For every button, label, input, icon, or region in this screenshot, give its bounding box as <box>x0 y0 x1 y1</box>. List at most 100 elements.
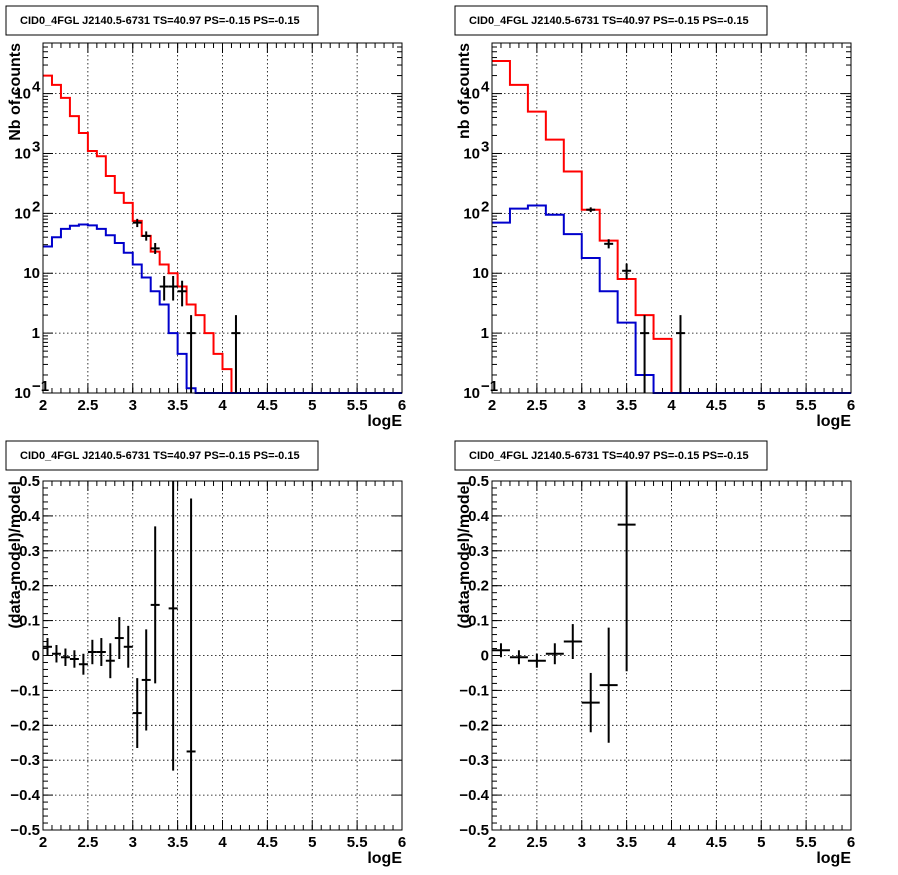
data-point <box>78 653 88 675</box>
x-tick-label: 2 <box>39 834 47 851</box>
y-tick-label: −0.2 <box>10 717 40 734</box>
y-tick-label: 0.1 <box>19 613 40 630</box>
x-tick-label: 5.5 <box>796 834 817 851</box>
data-point <box>617 481 636 672</box>
y-tick-label: −0.1 <box>459 682 489 699</box>
title-box <box>5 5 319 36</box>
y-tick-label: 0.2 <box>468 578 489 595</box>
chart-title: CID0_4FGL J2140.5-6731 TS=40.97 PS=-0.15… <box>20 15 300 27</box>
y-tick-label: −0.2 <box>459 717 489 734</box>
y-tick-label: 0.5 <box>468 473 489 490</box>
y-axis-title: Nb of counts <box>7 43 24 141</box>
x-tick-label: 2.5 <box>526 834 547 851</box>
y-tick-label: 0.2 <box>19 578 40 595</box>
x-tick-label: 6 <box>847 397 855 414</box>
x-tick-label: 5 <box>308 834 316 851</box>
data-point <box>141 231 151 241</box>
data-point <box>96 638 106 666</box>
data-point <box>132 218 142 228</box>
data-point <box>141 629 151 731</box>
y-tick-exponent: 4 <box>32 79 41 96</box>
data-point <box>599 627 618 743</box>
y-tick-label: −0.4 <box>459 787 489 804</box>
plot-frame <box>42 480 403 831</box>
data-point <box>114 617 124 659</box>
y-tick-label: 10 <box>463 86 480 103</box>
x-tick-label: 2 <box>488 397 496 414</box>
x-axis-title: logE <box>816 850 851 867</box>
y-tick-label: 10 <box>14 86 31 103</box>
x-tick-label: 5.5 <box>796 397 817 414</box>
x-tick-label: 2.5 <box>526 397 547 414</box>
data-point <box>586 207 596 213</box>
y-tick-label: −0.5 <box>459 822 489 839</box>
y-axis-title: (data-model)/model <box>7 481 24 629</box>
plot-frame <box>491 42 852 394</box>
x-tick-label: 2.5 <box>77 834 98 851</box>
y-tick-label: 10 <box>23 265 40 282</box>
x-axis-title: logE <box>367 413 402 430</box>
data-point <box>60 648 70 666</box>
data-point <box>622 263 632 280</box>
y-tick-label: 0.3 <box>468 543 489 560</box>
data-point <box>186 498 196 830</box>
data-point <box>150 526 160 684</box>
data-point <box>604 239 614 249</box>
y-axis-title: (data-model)/model <box>456 481 473 629</box>
y-tick-label: 0.4 <box>19 508 41 525</box>
x-tick-label: 4 <box>218 834 227 851</box>
y-tick-exponent: 2 <box>32 198 40 215</box>
y-tick-exponent: 2 <box>481 198 489 215</box>
chart-panel-3: CID0_4FGL J2140.5-6731 TS=40.97 PS=-0.15… <box>5 440 406 867</box>
data-point <box>186 315 196 393</box>
x-tick-label: 2 <box>39 397 47 414</box>
data-point <box>87 639 97 665</box>
data-point <box>675 315 685 393</box>
data-point <box>105 643 115 679</box>
data-point <box>509 650 528 665</box>
x-tick-label: 6 <box>847 834 855 851</box>
x-tick-label: 3 <box>578 834 586 851</box>
x-tick-label: 4.5 <box>257 397 278 414</box>
y-tick-label: 1 <box>32 325 40 342</box>
chart-panel-2: CID0_4FGL J2140.5-6731 TS=40.97 PS=-0.15… <box>454 5 855 430</box>
title-box <box>454 440 768 471</box>
data-point <box>177 280 187 307</box>
chart-title: CID0_4FGL J2140.5-6731 TS=40.97 PS=-0.15… <box>469 15 749 27</box>
y-tick-label: 10 <box>472 265 489 282</box>
y-tick-label: 0 <box>481 648 489 665</box>
x-tick-label: 2.5 <box>77 397 98 414</box>
plot-frame <box>491 480 852 831</box>
data-point <box>563 624 582 659</box>
x-tick-label: 4.5 <box>257 834 278 851</box>
y-tick-exponent: −1 <box>32 378 49 395</box>
x-tick-label: 4.5 <box>706 834 727 851</box>
x-tick-label: 3.5 <box>616 397 637 414</box>
x-tick-label: 2 <box>488 834 496 851</box>
plot-frame <box>42 42 403 394</box>
data-point <box>640 315 650 393</box>
chart-title: CID0_4FGL J2140.5-6731 TS=40.97 PS=-0.15… <box>469 450 749 462</box>
y-tick-label: 10 <box>14 385 31 402</box>
x-axis-title: logE <box>367 850 402 867</box>
data-point <box>132 678 142 748</box>
x-tick-label: 5 <box>308 397 316 414</box>
y-tick-label: 10 <box>14 205 31 222</box>
y-tick-label: −0.5 <box>10 822 40 839</box>
x-tick-label: 5 <box>757 834 765 851</box>
x-tick-label: 3.5 <box>616 834 637 851</box>
title-box <box>454 5 768 36</box>
y-tick-label: 0.3 <box>19 543 40 560</box>
y-tick-label: 10 <box>14 145 31 162</box>
x-tick-label: 5.5 <box>347 834 368 851</box>
data-point <box>545 643 564 665</box>
data-point <box>150 242 160 254</box>
chart-panel-4: CID0_4FGL J2140.5-6731 TS=40.97 PS=-0.15… <box>454 440 855 867</box>
x-tick-label: 5 <box>757 397 765 414</box>
data-point <box>43 638 52 656</box>
data-point <box>51 645 61 663</box>
x-tick-label: 4 <box>667 834 676 851</box>
data-point <box>159 275 169 301</box>
data-point <box>168 481 178 771</box>
